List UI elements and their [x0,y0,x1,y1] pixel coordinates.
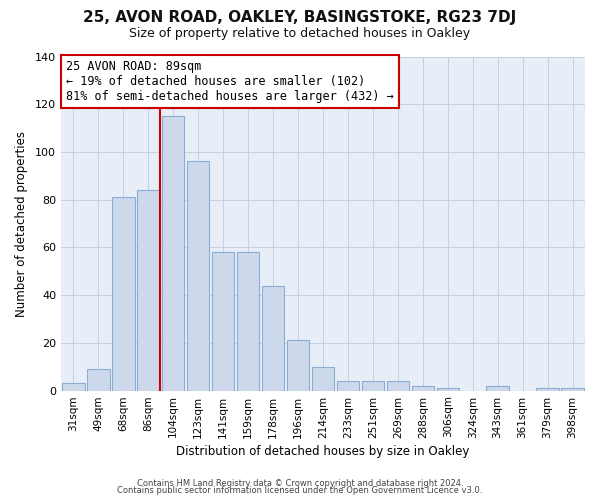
Bar [262,286,284,391]
Text: 25 AVON ROAD: 89sqm
← 19% of detached houses are smaller (102)
81% of semi-detac: 25 AVON ROAD: 89sqm ← 19% of detached ho… [66,60,394,103]
Bar [212,252,235,390]
Text: Size of property relative to detached houses in Oakley: Size of property relative to detached ho… [130,28,470,40]
Bar [386,381,409,390]
Bar [112,198,134,390]
Bar [536,388,559,390]
Bar [412,386,434,390]
Bar [337,381,359,390]
Text: Contains public sector information licensed under the Open Government Licence v3: Contains public sector information licen… [118,486,482,495]
Bar [137,190,160,390]
Bar [362,381,384,390]
Bar [187,162,209,390]
Text: Contains HM Land Registry data © Crown copyright and database right 2024.: Contains HM Land Registry data © Crown c… [137,478,463,488]
Bar [62,384,85,390]
Bar [87,369,110,390]
Bar [287,340,309,390]
Bar [312,366,334,390]
Bar [162,116,184,390]
Bar [561,388,584,390]
Text: 25, AVON ROAD, OAKLEY, BASINGSTOKE, RG23 7DJ: 25, AVON ROAD, OAKLEY, BASINGSTOKE, RG23… [83,10,517,25]
Bar [437,388,459,390]
Bar [487,386,509,390]
Bar [237,252,259,390]
Y-axis label: Number of detached properties: Number of detached properties [15,130,28,316]
X-axis label: Distribution of detached houses by size in Oakley: Distribution of detached houses by size … [176,444,470,458]
